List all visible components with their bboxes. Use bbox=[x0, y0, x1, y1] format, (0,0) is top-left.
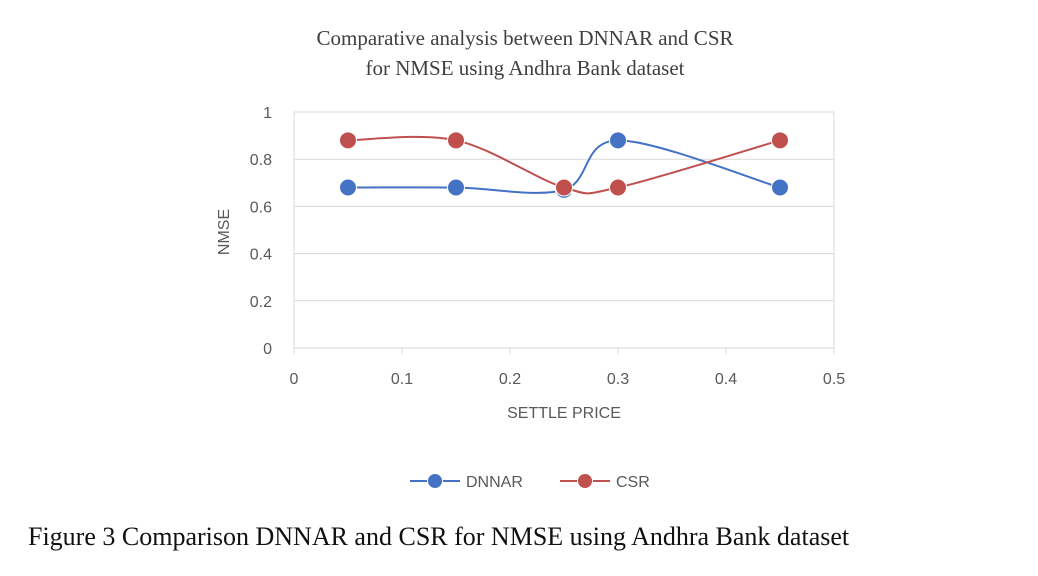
y-tick-label: 0.6 bbox=[250, 199, 272, 216]
data-point-csr bbox=[609, 178, 627, 197]
y-tick-labels: 0 0.2 0.4 0.6 0.8 1 bbox=[250, 105, 272, 358]
series bbox=[339, 131, 789, 199]
legend-label: DNNAR bbox=[466, 474, 523, 491]
data-point-dnnar bbox=[771, 178, 789, 197]
legend-item-csr: CSR bbox=[560, 473, 650, 491]
x-tick-label: 0.5 bbox=[823, 371, 845, 388]
y-tick-label: 0.8 bbox=[250, 152, 272, 169]
data-point-csr bbox=[555, 178, 573, 197]
y-tick-label: 0.2 bbox=[250, 294, 272, 311]
figure-caption: Figure 3 Comparison DNNAR and CSR for NM… bbox=[28, 522, 850, 551]
axes bbox=[293, 112, 835, 354]
x-tick-labels: 0 0.1 0.2 0.3 0.4 0.5 bbox=[290, 371, 846, 388]
legend-marker bbox=[577, 473, 593, 489]
y-tick-label: 1 bbox=[263, 105, 272, 122]
legend-marker bbox=[427, 473, 443, 489]
data-point-csr bbox=[771, 131, 789, 150]
y-tick-label: 0 bbox=[263, 341, 272, 358]
y-axis-title: NMSE bbox=[216, 209, 233, 255]
legend: DNNAR CSR bbox=[410, 473, 650, 491]
data-point-csr bbox=[339, 131, 357, 150]
y-tick-label: 0.4 bbox=[250, 247, 272, 264]
legend-label: CSR bbox=[616, 474, 650, 491]
data-point-dnnar bbox=[447, 178, 465, 197]
x-tick-label: 0.1 bbox=[391, 371, 413, 388]
data-point-dnnar bbox=[609, 131, 627, 150]
data-point-csr bbox=[447, 131, 465, 150]
x-axis-title: SETTLE PRICE bbox=[507, 405, 621, 422]
series-csr bbox=[339, 131, 789, 197]
x-tick-label: 0 bbox=[290, 371, 299, 388]
data-point-dnnar bbox=[339, 178, 357, 197]
x-tick-label: 0.4 bbox=[715, 371, 737, 388]
x-tick-label: 0.3 bbox=[607, 371, 629, 388]
legend-item-dnnar: DNNAR bbox=[410, 473, 523, 491]
x-tick-label: 0.2 bbox=[499, 371, 521, 388]
gridlines bbox=[294, 111, 834, 302]
chart-title-line-1: Comparative analysis between DNNAR and C… bbox=[316, 26, 733, 50]
chart-title-line-2: for NMSE using Andhra Bank dataset bbox=[365, 56, 684, 80]
